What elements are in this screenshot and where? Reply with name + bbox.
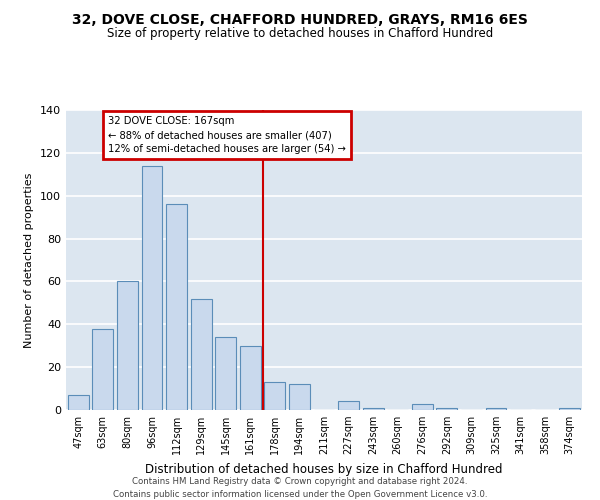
- Bar: [92, 328, 113, 410]
- Bar: [68, 395, 89, 410]
- Bar: [215, 337, 236, 410]
- Y-axis label: Number of detached properties: Number of detached properties: [25, 172, 34, 348]
- Bar: [117, 282, 138, 410]
- Bar: [485, 408, 506, 410]
- Text: 32 DOVE CLOSE: 167sqm
← 88% of detached houses are smaller (407)
12% of semi-det: 32 DOVE CLOSE: 167sqm ← 88% of detached …: [108, 116, 346, 154]
- Text: Contains HM Land Registry data © Crown copyright and database right 2024.: Contains HM Land Registry data © Crown c…: [132, 478, 468, 486]
- Bar: [559, 408, 580, 410]
- Bar: [166, 204, 187, 410]
- X-axis label: Distribution of detached houses by size in Chafford Hundred: Distribution of detached houses by size …: [145, 462, 503, 475]
- Bar: [436, 408, 457, 410]
- Bar: [265, 382, 286, 410]
- Bar: [240, 346, 261, 410]
- Bar: [289, 384, 310, 410]
- Text: Size of property relative to detached houses in Chafford Hundred: Size of property relative to detached ho…: [107, 28, 493, 40]
- Bar: [412, 404, 433, 410]
- Text: Contains public sector information licensed under the Open Government Licence v3: Contains public sector information licen…: [113, 490, 487, 499]
- Bar: [191, 298, 212, 410]
- Text: 32, DOVE CLOSE, CHAFFORD HUNDRED, GRAYS, RM16 6ES: 32, DOVE CLOSE, CHAFFORD HUNDRED, GRAYS,…: [72, 12, 528, 26]
- Bar: [338, 402, 359, 410]
- Bar: [142, 166, 163, 410]
- Bar: [362, 408, 383, 410]
